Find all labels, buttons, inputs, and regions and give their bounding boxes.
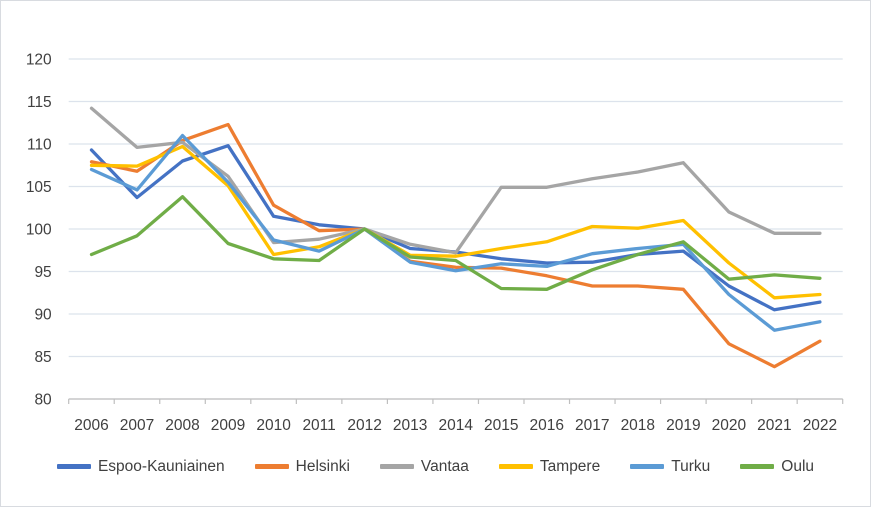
series-line-vantaa xyxy=(89,106,822,255)
series-line-espoo-kauniainen xyxy=(89,144,822,312)
legend-label-turku: Turku xyxy=(671,458,711,475)
legend-label-espoo-kauniainen: Espoo-Kauniainen xyxy=(97,458,225,475)
y-axis-label: 95 xyxy=(34,264,51,281)
x-axis-label: 2011 xyxy=(302,417,335,434)
legend-label-oulu: Oulu xyxy=(781,458,815,475)
x-axis-label: 2014 xyxy=(438,417,473,434)
legend-item-oulu: Oulu xyxy=(740,459,814,475)
x-axis-label: 2012 xyxy=(347,417,381,434)
x-axis-label: 2022 xyxy=(803,417,837,434)
y-axis-label: 90 xyxy=(34,307,52,324)
line-chart-plot: 80 85 90 95 100 105 110 115 120 2006 2007 2008 2009 2… xyxy=(26,52,844,434)
x-axis-label: 2013 xyxy=(393,417,427,434)
x-axis-label: 2015 xyxy=(484,417,518,434)
legend-label-helsinki: Helsinki xyxy=(295,458,350,475)
x-axis-label: 2020 xyxy=(712,417,747,434)
y-axis-label: 105 xyxy=(26,179,52,196)
legend-swatch-tampere xyxy=(498,464,533,470)
chart-legend: Espoo-Kauniainen Helsinki Vantaa Tampere Tur… xyxy=(1,459,870,475)
x-axis-label: 2016 xyxy=(530,417,564,434)
y-axis-label: 80 xyxy=(34,392,52,409)
y-axis-label: 120 xyxy=(26,52,52,69)
x-axis-label: 2018 xyxy=(621,417,655,434)
y-axis-label: 100 xyxy=(26,222,52,239)
legend-swatch-turku xyxy=(630,464,665,470)
legend-swatch-oulu xyxy=(740,464,775,470)
legend-item-tampere: Tampere xyxy=(498,458,601,475)
x-axis-label: 2008 xyxy=(165,417,199,434)
x-axis-label: 2021 xyxy=(757,417,791,434)
legend-swatch-espoo-kauniainen xyxy=(56,464,91,470)
legend-item-helsinki: Helsinki xyxy=(254,458,350,475)
legend-label-tampere: Tampere xyxy=(539,458,601,475)
legend-item-espoo-kauniainen: Espoo-Kauniainen xyxy=(56,458,225,475)
series-line-turku xyxy=(89,133,822,332)
legend-item-turku: Turku xyxy=(630,459,710,475)
x-axis-label: 2019 xyxy=(666,417,700,434)
x-axis-label: 2007 xyxy=(120,417,154,434)
legend-label-vantaa: Vantaa xyxy=(420,458,469,475)
legend-swatch-helsinki xyxy=(254,464,289,470)
x-axis-label: 2017 xyxy=(575,417,609,434)
y-axis-label: 110 xyxy=(27,137,52,154)
legend-swatch-vantaa xyxy=(379,464,414,470)
x-axis-label: 2010 xyxy=(256,417,291,434)
x-axis-label: 2009 xyxy=(211,417,245,434)
legend-item-vantaa: Vantaa xyxy=(379,458,469,475)
y-axis-label: 115 xyxy=(27,94,52,111)
series-line-oulu xyxy=(89,195,822,291)
x-axis-label: 2006 xyxy=(74,417,108,434)
series-line-helsinki xyxy=(89,122,822,369)
y-axis-label: 85 xyxy=(34,349,51,366)
series-line-tampere xyxy=(89,144,822,300)
